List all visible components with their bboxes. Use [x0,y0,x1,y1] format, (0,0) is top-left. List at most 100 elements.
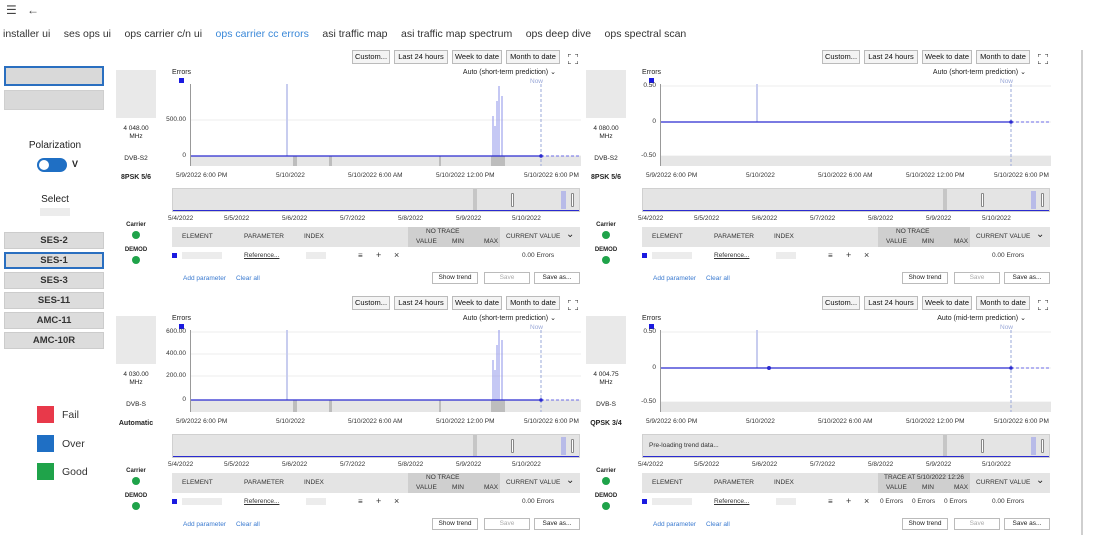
last-24-hours-button[interactable]: Last 24 hours [864,296,918,310]
save-button[interactable]: Save [954,518,1000,530]
menu-icon[interactable]: ≡ [358,497,363,506]
prediction-dropdown[interactable]: Auto (short-term prediction) ⌄ [463,314,556,322]
time-navigator[interactable] [172,434,580,458]
navigator-handle-right[interactable] [1041,193,1044,207]
month-to-date-button[interactable]: Month to date [506,296,560,310]
remove-icon[interactable]: × [864,496,870,506]
month-to-date-button[interactable]: Month to date [976,296,1030,310]
navigator-handle-left[interactable] [511,439,514,453]
add-parameter-link[interactable]: Add parameter [183,521,226,528]
nav-tab[interactable]: ops spectral scan [604,28,687,40]
fullscreen-icon[interactable] [567,297,579,311]
chevron-down-icon[interactable]: ⌄ [566,229,575,240]
add-icon[interactable]: + [376,250,382,260]
time-navigator[interactable] [172,188,580,212]
month-to-date-button[interactable]: Month to date [976,50,1030,64]
save-as-button[interactable]: Save as... [1004,272,1050,284]
chevron-down-icon[interactable]: ⌄ [566,475,575,486]
parameter-table-row[interactable]: Reference... ≡ + × 0.00 Errors [172,495,580,509]
remove-icon[interactable]: × [864,250,870,260]
polarization-toggle[interactable] [37,158,67,172]
custom-range-button[interactable]: Custom... [352,296,390,310]
save-button[interactable]: Save [484,272,530,284]
time-navigator[interactable]: Pre-loading trend data... [642,434,1050,458]
save-as-button[interactable]: Save as... [1004,518,1050,530]
show-trend-button[interactable]: Show trend [902,272,948,284]
month-to-date-button[interactable]: Month to date [506,50,560,64]
add-parameter-link[interactable]: Add parameter [653,275,696,282]
custom-range-button[interactable]: Custom... [822,296,860,310]
navigator-handle-left[interactable] [981,193,984,207]
parameter-value[interactable]: Reference... [714,252,750,259]
show-trend-button[interactable]: Show trend [902,518,948,530]
view-toggle-button[interactable] [4,66,104,86]
satellite-amc-10r[interactable]: AMC-10R [4,332,104,349]
last-24-hours-button[interactable]: Last 24 hours [394,50,448,64]
fullscreen-icon[interactable] [567,51,579,65]
chevron-down-icon[interactable]: ⌄ [1036,475,1045,486]
satellite-ses-1[interactable]: SES-1 [4,252,104,269]
add-icon[interactable]: + [376,496,382,506]
nav-tab[interactable]: ops carrier c/n ui [124,28,203,40]
nav-tab[interactable]: installer ui [3,28,51,40]
satellite-amc-11[interactable]: AMC-11 [4,312,104,329]
remove-icon[interactable]: × [394,250,400,260]
add-parameter-link[interactable]: Add parameter [183,275,226,282]
clear-all-link[interactable]: Clear all [706,275,730,282]
remove-icon[interactable]: × [394,496,400,506]
navigator-handle-left[interactable] [981,439,984,453]
prediction-dropdown[interactable]: Auto (short-term prediction) ⌄ [933,68,1026,76]
trend-plot[interactable] [660,84,1051,166]
last-24-hours-button[interactable]: Last 24 hours [394,296,448,310]
time-navigator[interactable] [642,188,1050,212]
trend-plot[interactable] [660,330,1051,412]
back-arrow-icon[interactable]: ← [27,3,39,17]
add-icon[interactable]: + [846,496,852,506]
satellite-ses-3[interactable]: SES-3 [4,272,104,289]
navigator-handle-right[interactable] [571,193,574,207]
parameter-table-row[interactable]: Reference... ≡ + × 0.00 Errors [172,249,580,263]
save-as-button[interactable]: Save as... [534,518,580,530]
nav-tab-active[interactable]: ops carrier cc errors [215,28,309,40]
parameter-table-row[interactable]: Reference... ≡ + × 0.00 Errors [642,249,1050,263]
menu-icon[interactable]: ≡ [828,497,833,506]
prediction-dropdown[interactable]: Auto (short-term prediction) ⌄ [463,68,556,76]
nav-tab[interactable]: asi traffic map [322,28,388,40]
show-trend-button[interactable]: Show trend [432,272,478,284]
parameter-value[interactable]: Reference... [244,498,280,505]
scrollbar[interactable] [1081,50,1083,535]
last-24-hours-button[interactable]: Last 24 hours [864,50,918,64]
custom-range-button[interactable]: Custom... [822,50,860,64]
clear-all-link[interactable]: Clear all [706,521,730,528]
menu-icon[interactable]: ≡ [358,251,363,260]
week-to-date-button[interactable]: Week to date [452,50,502,64]
save-button[interactable]: Save [484,518,530,530]
save-as-button[interactable]: Save as... [534,272,580,284]
week-to-date-button[interactable]: Week to date [452,296,502,310]
view-toggle-button-2[interactable] [4,90,104,110]
navigator-handle-right[interactable] [1041,439,1044,453]
menu-icon[interactable]: ≡ [828,251,833,260]
add-parameter-link[interactable]: Add parameter [653,521,696,528]
week-to-date-button[interactable]: Week to date [922,50,972,64]
chevron-down-icon[interactable]: ⌄ [1036,229,1045,240]
nav-tab[interactable]: asi traffic map spectrum [400,28,513,40]
fullscreen-icon[interactable] [1037,51,1049,65]
navigator-handle-right[interactable] [571,439,574,453]
nav-tab[interactable]: ses ops ui [63,28,112,40]
save-button[interactable]: Save [954,272,1000,284]
satellite-ses-2[interactable]: SES-2 [4,232,104,249]
nav-tab[interactable]: ops deep dive [525,28,592,40]
parameter-table-row[interactable]: Reference... ≡ + × 0 Errors 0 Errors 0 Errors 0… [642,495,1050,509]
satellite-ses-11[interactable]: SES-11 [4,292,104,309]
add-icon[interactable]: + [846,250,852,260]
parameter-value[interactable]: Reference... [244,252,280,259]
trend-plot[interactable] [190,84,581,166]
show-trend-button[interactable]: Show trend [432,518,478,530]
clear-all-link[interactable]: Clear all [236,521,260,528]
fullscreen-icon[interactable] [1037,297,1049,311]
clear-all-link[interactable]: Clear all [236,275,260,282]
trend-plot[interactable] [190,330,581,412]
prediction-dropdown[interactable]: Auto (mid-term prediction) ⌄ [937,314,1026,322]
parameter-value[interactable]: Reference... [714,498,750,505]
